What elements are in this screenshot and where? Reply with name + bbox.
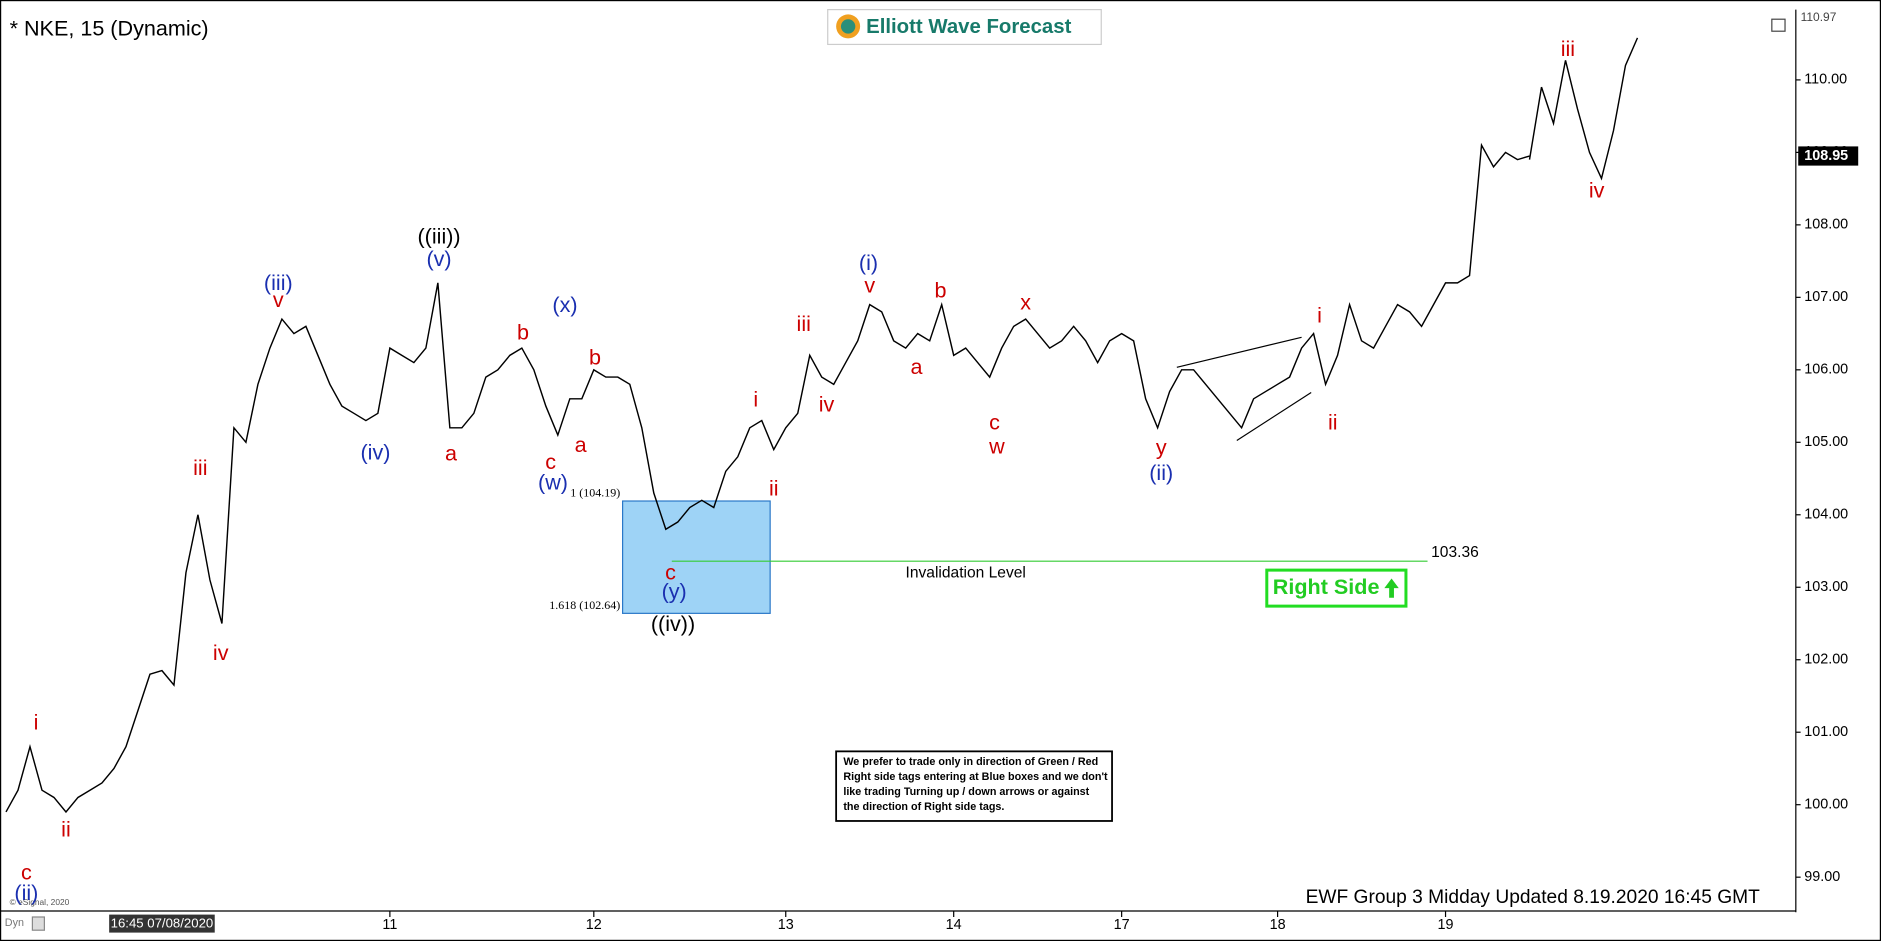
wave-label: x <box>1020 289 1031 314</box>
wave-label: (w) <box>538 469 568 494</box>
wave-label: y <box>1156 435 1167 460</box>
x-tick-label: 18 <box>1270 917 1286 933</box>
wave-label: (iv) <box>360 439 390 464</box>
y-tick-label: 104.00 <box>1804 507 1848 523</box>
y-tick-label: 107.00 <box>1804 289 1848 305</box>
note-frame <box>835 750 1113 822</box>
wave-label: iii <box>797 311 811 336</box>
invalidation-value: 103.36 <box>1431 544 1479 561</box>
note-line: the direction of Right side tags. <box>843 801 1004 813</box>
brand: Elliott Wave Forecast <box>866 16 1071 38</box>
note-box: We prefer to trade only in direction of … <box>835 750 1113 822</box>
right-side-tag: Right Side <box>1265 568 1408 608</box>
wave-label: w <box>988 433 1005 458</box>
y-tick-label: 106.00 <box>1804 362 1848 378</box>
wave-label: (iii) <box>264 270 293 295</box>
right-side-frame <box>1265 568 1408 608</box>
last-price: 108.95 <box>1804 148 1848 164</box>
note-line: like trading Turning up / down arrows or… <box>843 786 1089 798</box>
box-label: 1 (104.19) <box>570 486 620 500</box>
wave-label: ii <box>1328 409 1338 434</box>
x-tick-label: 17 <box>1114 917 1130 933</box>
y-tick-label: 100.00 <box>1804 796 1848 812</box>
last-price-box <box>1798 146 1859 166</box>
invalidation-label: Invalidation Level <box>906 564 1026 581</box>
wave-label: i <box>1317 303 1322 328</box>
wave-label: (ii) <box>1149 460 1173 485</box>
x-tick-label: 19 <box>1438 917 1454 933</box>
x-tick-label: 11 <box>382 917 397 933</box>
logo: Elliott Wave Forecast <box>827 9 1102 46</box>
wave-label: b <box>589 345 601 370</box>
window-icon[interactable] <box>1771 18 1786 32</box>
right-side-text: Right Side <box>1273 574 1380 599</box>
wave-label: ii <box>61 816 71 841</box>
wave-label: iii <box>1561 36 1575 61</box>
copyright: © eSignal, 2020 <box>10 897 70 907</box>
wave-label: iv <box>213 640 229 665</box>
y-tick-label: 101.00 <box>1804 724 1848 740</box>
wave-label: (i) <box>859 250 878 275</box>
wave-label: (v) <box>426 246 451 271</box>
triangle-line <box>1176 336 1302 368</box>
wave-label: iii <box>193 455 207 480</box>
wave-label: v <box>273 287 284 312</box>
y-tick-label: 99.00 <box>1804 869 1840 885</box>
wave-label: a <box>575 432 587 457</box>
y-tick-label: 105.00 <box>1804 434 1848 450</box>
x-label-box <box>109 914 215 933</box>
y-tick-label: 108.00 <box>1804 217 1848 233</box>
y-tick-label: 102.00 <box>1804 652 1848 668</box>
logo-icon-inner <box>840 19 856 34</box>
wave-label: ((iv)) <box>651 611 695 636</box>
wave-label: (ii) <box>14 880 38 905</box>
wave-label: ((iii)) <box>418 223 461 248</box>
up-arrow <box>1384 578 1399 598</box>
wave-label: c <box>665 559 676 584</box>
projection-line <box>1528 37 1639 181</box>
wave-label: c <box>21 859 32 884</box>
y-tick-label: 110.00 <box>1804 72 1847 88</box>
wave-label: (x) <box>552 292 577 317</box>
wave-label: a <box>445 441 457 466</box>
chart-title: * NKE, 15 (Dynamic) <box>10 16 209 41</box>
wave-label: v <box>864 273 875 298</box>
x-tick-label: 12 <box>586 917 602 933</box>
y-tick-label: 103.00 <box>1804 579 1848 595</box>
x-tick-label: 14 <box>946 917 962 933</box>
wave-label: b <box>934 277 946 302</box>
note-line: We prefer to trade only in direction of … <box>843 756 1098 768</box>
wave-label: c <box>545 449 556 474</box>
wave-label: iv <box>1589 178 1605 203</box>
wave-label: a <box>911 354 923 379</box>
triangle-line <box>1236 391 1312 441</box>
note-line: Right side tags entering at Blue boxes a… <box>843 771 1108 783</box>
corner-label: Dyn <box>5 917 24 929</box>
scroll-button[interactable] <box>31 916 45 931</box>
wave-label: b <box>517 319 529 344</box>
x-tick-label: 13 <box>778 917 794 933</box>
logo-box <box>827 9 1102 46</box>
wave-label: i <box>753 387 758 412</box>
wave-label: (y) <box>662 579 687 604</box>
price-line <box>5 142 1530 814</box>
wave-label: ii <box>769 475 779 500</box>
box-label: 1.618 (102.64) <box>549 598 620 612</box>
x-tick-label: 16:45 07/08/2020 <box>111 916 214 931</box>
wave-label: c <box>989 409 1000 434</box>
footer: EWF Group 3 Midday Updated 8.19.2020 16:… <box>1306 887 1761 908</box>
y-top-label: 110.97 <box>1801 10 1837 24</box>
wave-label: iv <box>819 391 835 416</box>
target-box <box>622 500 771 614</box>
wave-label: i <box>34 709 39 734</box>
